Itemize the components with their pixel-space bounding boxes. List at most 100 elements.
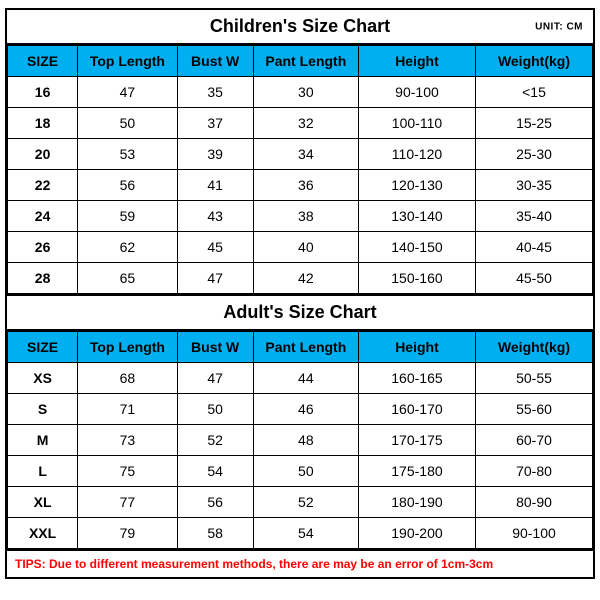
tips-text: TIPS: Due to different measurement metho… xyxy=(7,549,593,577)
adult-tbody: SIZETop LengthBust WPant LengthHeightWei… xyxy=(8,332,593,549)
table-cell: 60-70 xyxy=(475,425,592,456)
table-cell: 20 xyxy=(8,139,78,170)
table-cell: 175-180 xyxy=(358,456,475,487)
table-cell: 70-80 xyxy=(475,456,592,487)
table-cell: 40 xyxy=(253,232,358,263)
table-cell: 54 xyxy=(177,456,253,487)
table-header-cell: Top Length xyxy=(78,46,177,77)
table-cell: 54 xyxy=(253,518,358,549)
table-cell: 90-100 xyxy=(358,77,475,108)
table-cell: 50-55 xyxy=(475,363,592,394)
table-header-cell: Height xyxy=(358,332,475,363)
table-header-cell: Weight(kg) xyxy=(475,332,592,363)
table-cell: 28 xyxy=(8,263,78,294)
table-row: L755450175-18070-80 xyxy=(8,456,593,487)
table-header-row: SIZETop LengthBust WPant LengthHeightWei… xyxy=(8,332,593,363)
table-header-cell: Height xyxy=(358,46,475,77)
table-row: 22564136120-13030-35 xyxy=(8,170,593,201)
table-row: 26624540140-15040-45 xyxy=(8,232,593,263)
table-header-row: SIZETop LengthBust WPant LengthHeightWei… xyxy=(8,46,593,77)
table-header-cell: Pant Length xyxy=(253,332,358,363)
table-cell: 71 xyxy=(78,394,177,425)
table-cell: 140-150 xyxy=(358,232,475,263)
table-cell: 55-60 xyxy=(475,394,592,425)
table-cell: 56 xyxy=(177,487,253,518)
table-cell: 160-165 xyxy=(358,363,475,394)
table-cell: 37 xyxy=(177,108,253,139)
table-cell: 44 xyxy=(253,363,358,394)
table-cell: 34 xyxy=(253,139,358,170)
table-cell: 53 xyxy=(78,139,177,170)
table-cell: 56 xyxy=(78,170,177,201)
adult-title: Adult's Size Chart xyxy=(223,302,376,322)
table-cell: 18 xyxy=(8,108,78,139)
table-cell: 46 xyxy=(253,394,358,425)
table-cell: XL xyxy=(8,487,78,518)
table-cell: 35-40 xyxy=(475,201,592,232)
table-cell: XXL xyxy=(8,518,78,549)
table-row: XXL795854190-20090-100 xyxy=(8,518,593,549)
table-cell: 50 xyxy=(177,394,253,425)
table-cell: 16 xyxy=(8,77,78,108)
table-cell: 36 xyxy=(253,170,358,201)
table-cell: 47 xyxy=(177,263,253,294)
outer-frame: Children's Size Chart UNIT: CM SIZETop L… xyxy=(5,8,595,579)
table-cell: 35 xyxy=(177,77,253,108)
table-cell: 45-50 xyxy=(475,263,592,294)
table-cell: 52 xyxy=(177,425,253,456)
table-cell: 50 xyxy=(253,456,358,487)
table-header-cell: Top Length xyxy=(78,332,177,363)
table-cell: 45 xyxy=(177,232,253,263)
children-table: SIZETop LengthBust WPant LengthHeightWei… xyxy=(7,45,593,294)
table-cell: 77 xyxy=(78,487,177,518)
table-cell: 62 xyxy=(78,232,177,263)
table-cell: 90-100 xyxy=(475,518,592,549)
children-tbody: SIZETop LengthBust WPant LengthHeightWei… xyxy=(8,46,593,294)
table-header-cell: Bust W xyxy=(177,332,253,363)
table-header-cell: SIZE xyxy=(8,332,78,363)
table-cell: 190-200 xyxy=(358,518,475,549)
table-cell: 48 xyxy=(253,425,358,456)
children-title-row: Children's Size Chart UNIT: CM xyxy=(7,10,593,45)
table-cell: 58 xyxy=(177,518,253,549)
table-cell: 59 xyxy=(78,201,177,232)
table-cell: S xyxy=(8,394,78,425)
table-cell: 100-110 xyxy=(358,108,475,139)
table-cell: M xyxy=(8,425,78,456)
table-row: 24594338130-14035-40 xyxy=(8,201,593,232)
table-cell: 47 xyxy=(177,363,253,394)
table-cell: 26 xyxy=(8,232,78,263)
table-cell: 39 xyxy=(177,139,253,170)
table-cell: 130-140 xyxy=(358,201,475,232)
table-cell: 73 xyxy=(78,425,177,456)
table-cell: 38 xyxy=(253,201,358,232)
table-cell: L xyxy=(8,456,78,487)
table-cell: 110-120 xyxy=(358,139,475,170)
table-header-cell: Bust W xyxy=(177,46,253,77)
table-row: 1647353090-100<15 xyxy=(8,77,593,108)
adult-title-row: Adult's Size Chart xyxy=(7,294,593,331)
table-header-cell: SIZE xyxy=(8,46,78,77)
table-cell: 52 xyxy=(253,487,358,518)
table-cell: 30 xyxy=(253,77,358,108)
children-title: Children's Size Chart xyxy=(210,16,390,36)
table-cell: 120-130 xyxy=(358,170,475,201)
table-header-cell: Weight(kg) xyxy=(475,46,592,77)
table-cell: 50 xyxy=(78,108,177,139)
table-row: 28654742150-16045-50 xyxy=(8,263,593,294)
table-header-cell: Pant Length xyxy=(253,46,358,77)
table-cell: 79 xyxy=(78,518,177,549)
table-row: 18503732100-11015-25 xyxy=(8,108,593,139)
table-cell: 68 xyxy=(78,363,177,394)
table-cell: 41 xyxy=(177,170,253,201)
table-cell: 24 xyxy=(8,201,78,232)
table-cell: XS xyxy=(8,363,78,394)
table-row: XS684744160-16550-55 xyxy=(8,363,593,394)
unit-label-children: UNIT: CM xyxy=(535,21,583,32)
table-row: M735248170-17560-70 xyxy=(8,425,593,456)
table-cell: 43 xyxy=(177,201,253,232)
table-cell: 75 xyxy=(78,456,177,487)
adult-table: SIZETop LengthBust WPant LengthHeightWei… xyxy=(7,331,593,549)
table-cell: 32 xyxy=(253,108,358,139)
table-cell: 160-170 xyxy=(358,394,475,425)
